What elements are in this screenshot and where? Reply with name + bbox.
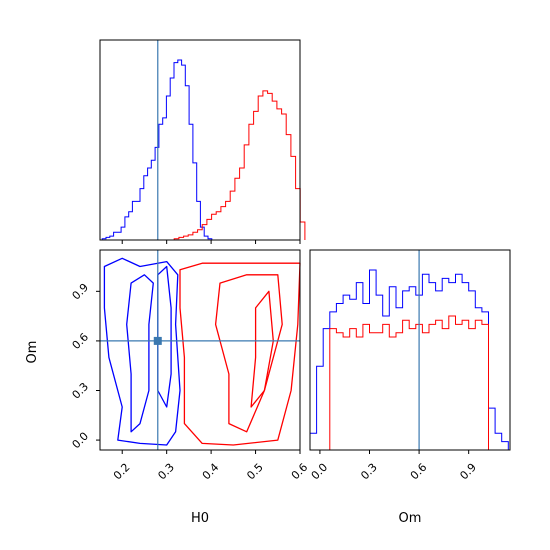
contour-1-0 bbox=[179, 262, 301, 446]
joint-x-ticks: 0.2 0.3 0.4 0.5 0.6 bbox=[111, 450, 310, 482]
joint-contour-series bbox=[103, 257, 301, 446]
joint-x-tick-label-4: 0.6 bbox=[289, 461, 311, 483]
om-marginal-ticks: 0.0 0.3 0.6 0.9 bbox=[309, 450, 479, 482]
h0-histogram-1 bbox=[173, 90, 306, 240]
joint-reference-marker bbox=[100, 250, 300, 450]
om-x-tick-label-1: 0.3 bbox=[358, 461, 380, 483]
joint-y-tick-label-1: 0.3 bbox=[70, 380, 92, 402]
h0-marginal-panel bbox=[99, 39, 306, 244]
om-x-tick-label-2: 0.6 bbox=[408, 461, 430, 483]
joint-truth-marker bbox=[153, 336, 162, 345]
joint-y-tick-label-2: 0.6 bbox=[70, 330, 92, 352]
joint-y-ticks: 0.0 0.3 0.6 0.9 bbox=[70, 281, 100, 451]
joint-y-tick-label-3: 0.9 bbox=[70, 281, 92, 303]
om-marginal-panel: 0.0 0.3 0.6 0.9 Om bbox=[309, 249, 511, 526]
contour-1-1 bbox=[214, 274, 283, 433]
contour-0-2 bbox=[157, 265, 172, 408]
joint-y-tick-label-0: 0.0 bbox=[70, 430, 92, 452]
joint-frame bbox=[99, 249, 301, 451]
om-x-tick-label-0: 0.0 bbox=[309, 461, 331, 483]
joint-x-axis-label: H0 bbox=[191, 511, 209, 526]
h0-marginal-ticks bbox=[121, 240, 301, 244]
joint-x-tick-label-2: 0.4 bbox=[200, 461, 222, 483]
om-histogram-0 bbox=[309, 269, 509, 450]
om-histogram-1 bbox=[310, 315, 509, 451]
h0-marginal-frame bbox=[99, 39, 301, 241]
om-marginal-frame bbox=[309, 249, 511, 451]
h0-histogram-series bbox=[101, 59, 306, 241]
om-x-tick-label-3: 0.9 bbox=[457, 461, 479, 483]
joint-x-tick-label-1: 0.3 bbox=[155, 461, 177, 483]
joint-x-tick-label-3: 0.5 bbox=[244, 461, 266, 483]
contour-0-0 bbox=[103, 257, 181, 446]
om-x-axis-label: Om bbox=[399, 511, 422, 526]
contour-0-1 bbox=[126, 274, 154, 433]
joint-contour-panel: 0.2 0.3 0.4 0.5 0.6 0.0 0.3 0.6 0.9 H0 Om bbox=[25, 249, 310, 526]
h0-histogram-0 bbox=[101, 59, 216, 241]
contour-1-2 bbox=[250, 290, 274, 408]
joint-x-tick-label-0: 0.2 bbox=[111, 461, 133, 483]
om-histogram-series bbox=[309, 269, 509, 451]
joint-y-axis-label: Om bbox=[25, 341, 40, 364]
